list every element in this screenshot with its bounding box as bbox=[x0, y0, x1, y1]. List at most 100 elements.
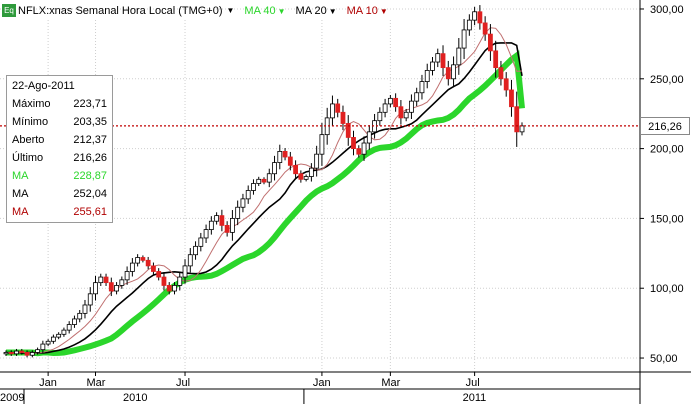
candle-body bbox=[45, 340, 51, 345]
candle bbox=[230, 210, 235, 241]
candle-body bbox=[514, 106, 520, 133]
candle bbox=[424, 63, 430, 89]
candle bbox=[377, 107, 383, 126]
candle-body bbox=[72, 318, 77, 325]
candle-body bbox=[151, 265, 156, 272]
ma40-legend[interactable]: MA 40 ▼ bbox=[244, 5, 285, 17]
candle bbox=[282, 148, 288, 161]
info-row-ma10: MA 255,61 bbox=[12, 204, 107, 220]
moving-averages bbox=[6, 27, 525, 357]
info-row-open: Aberto 212,37 bbox=[12, 132, 107, 148]
candle bbox=[251, 179, 256, 195]
candle bbox=[172, 282, 177, 295]
candle-body bbox=[340, 111, 346, 124]
ma40-line bbox=[6, 50, 525, 357]
candle-body bbox=[414, 92, 420, 102]
candle-body bbox=[366, 131, 372, 144]
candle-body bbox=[208, 220, 214, 230]
candle bbox=[472, 6, 478, 26]
candle-body bbox=[403, 111, 409, 119]
candle bbox=[340, 105, 346, 131]
candle-body bbox=[93, 282, 98, 295]
title-dropdown-arrow-icon[interactable]: ▼ bbox=[226, 6, 235, 15]
candle bbox=[187, 248, 193, 273]
candle-body bbox=[256, 178, 262, 184]
candle-body bbox=[24, 352, 30, 356]
info-date-row: 22-Ago-2011 bbox=[12, 78, 107, 94]
candle-body bbox=[308, 167, 314, 177]
candle bbox=[219, 209, 225, 232]
candle-body bbox=[356, 148, 362, 155]
candle-body bbox=[77, 312, 83, 320]
ma10-legend[interactable]: MA 10 ▼ bbox=[347, 5, 388, 17]
candle bbox=[3, 350, 9, 356]
candle bbox=[482, 16, 488, 41]
ma10-line bbox=[6, 27, 523, 354]
candle-body bbox=[419, 81, 425, 94]
candle-body bbox=[8, 352, 14, 355]
candle bbox=[166, 282, 172, 295]
candle-body bbox=[477, 11, 483, 24]
candle bbox=[308, 163, 314, 182]
candle bbox=[256, 176, 262, 187]
year-label: 2009 bbox=[0, 392, 24, 404]
y-tick-label: 100,00 bbox=[650, 283, 684, 295]
info-row-ma20: MA 252,04 bbox=[12, 186, 107, 202]
candle-body bbox=[461, 29, 467, 49]
y-tick-label: 50,00 bbox=[650, 353, 678, 365]
candle bbox=[345, 115, 351, 146]
ma40-dropdown-arrow-icon[interactable]: ▼ bbox=[277, 6, 286, 16]
candle-body bbox=[98, 276, 104, 284]
candle bbox=[398, 100, 404, 125]
candle-body bbox=[124, 271, 130, 281]
info-label: Aberto bbox=[12, 134, 45, 146]
candle bbox=[287, 151, 293, 171]
candle-body bbox=[230, 218, 235, 233]
candle-body bbox=[240, 198, 246, 208]
x-tick-label: Jan bbox=[39, 377, 57, 389]
candle bbox=[161, 272, 167, 291]
candle-body bbox=[235, 206, 241, 219]
candle-body bbox=[393, 97, 399, 108]
candle bbox=[477, 5, 483, 30]
candle bbox=[8, 350, 14, 356]
candle bbox=[403, 108, 409, 122]
info-value: 203,35 bbox=[73, 116, 107, 128]
candle-body bbox=[277, 150, 283, 163]
candle bbox=[129, 258, 135, 277]
candles[interactable] bbox=[3, 5, 525, 358]
candle bbox=[330, 95, 335, 127]
chart-header: Eq NFLX:xnas Semanal Hora Local (TMG+0) … bbox=[2, 3, 388, 18]
ma20-dropdown-arrow-icon[interactable]: ▼ bbox=[328, 6, 337, 16]
ma20-legend[interactable]: MA 20 ▼ bbox=[296, 5, 337, 17]
candle-body bbox=[519, 125, 525, 133]
candle bbox=[198, 232, 204, 252]
candle-body bbox=[135, 257, 141, 264]
candle bbox=[61, 327, 67, 337]
candle bbox=[14, 348, 19, 356]
candle bbox=[151, 262, 156, 275]
candle bbox=[19, 348, 25, 355]
candle-body bbox=[29, 352, 35, 356]
candle bbox=[493, 40, 499, 78]
candle bbox=[177, 272, 183, 291]
info-value: 212,37 bbox=[73, 134, 107, 146]
candle-body bbox=[172, 285, 177, 292]
candle-body bbox=[82, 304, 88, 314]
candle-body bbox=[435, 53, 441, 63]
x-tick-label: Jan bbox=[313, 377, 331, 389]
candle-body bbox=[272, 162, 277, 175]
equity-icon[interactable]: Eq bbox=[2, 4, 16, 17]
candle-body bbox=[498, 67, 504, 80]
x-tick-label: Mar bbox=[381, 377, 400, 389]
candle bbox=[419, 74, 425, 100]
ma10-dropdown-arrow-icon[interactable]: ▼ bbox=[379, 6, 388, 16]
candle bbox=[156, 268, 162, 281]
year-label: 2011 bbox=[463, 392, 487, 404]
candle bbox=[298, 170, 304, 183]
y-tick-label: 150,00 bbox=[650, 213, 684, 225]
candle bbox=[514, 91, 520, 147]
candle bbox=[293, 160, 298, 179]
